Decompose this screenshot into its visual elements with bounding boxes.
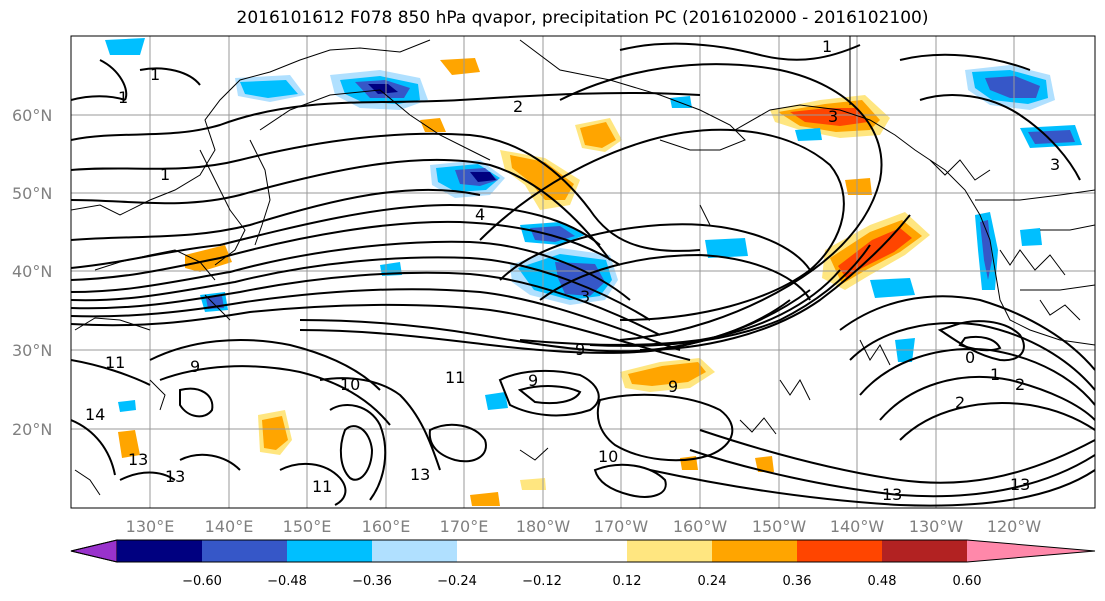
colorbar-segment	[882, 540, 967, 562]
contour-label: 13	[128, 450, 148, 469]
thin-contours	[519, 159, 1081, 461]
map-frame	[70, 35, 1096, 509]
coastlines	[71, 36, 1095, 496]
contour-label: 1	[150, 65, 160, 84]
colorbar-segment	[712, 540, 797, 562]
contour-label: 11	[105, 353, 125, 372]
latitude-label: 40°N	[12, 262, 52, 281]
colorbar-tick: −0.12	[522, 574, 562, 589]
colorbar-segment	[542, 540, 627, 562]
latitude-label: 60°N	[12, 106, 52, 125]
contour-labels: 1 1 1 1 2 3 3 4 9 9 9 10 10 11 11 11 13 …	[85, 37, 1060, 504]
height-contours	[71, 42, 1095, 507]
contour-label: 13	[410, 465, 430, 484]
contour-label: 2	[513, 97, 523, 116]
colorbar-segment	[372, 540, 457, 562]
contour-label: 10	[598, 447, 618, 466]
colorbar-segment	[202, 540, 287, 562]
contour-label: 9	[190, 357, 200, 376]
contour-label: 1	[822, 37, 832, 56]
contour-label: 1	[160, 165, 170, 184]
contour-label: 1	[118, 88, 128, 107]
colorbar-tick: 0.48	[868, 574, 897, 589]
contour-label: 11	[445, 368, 465, 387]
colorbar-segment	[117, 540, 202, 562]
colorbar: −0.60 −0.48 −0.36 −0.24 −0.12 0.12 0.24 …	[70, 539, 1096, 589]
longitude-label: 170°W	[594, 517, 649, 536]
latitude-labels: 60°N 50°N 40°N 30°N 20°N	[12, 106, 52, 439]
contour-label: 13	[1010, 475, 1030, 494]
colorbar-tick: 0.12	[613, 574, 642, 589]
contour-label: 1	[990, 365, 1000, 384]
longitude-label: 130°E	[126, 517, 175, 536]
contour-label: 14	[85, 405, 105, 424]
contour-label: 3	[1050, 155, 1060, 174]
contour-label: 13	[165, 467, 185, 486]
longitude-labels: 130°E 140°E 150°E 160°E 170°E 180°W 170°…	[126, 517, 1042, 536]
colorbar-tick: −0.48	[267, 574, 307, 589]
contour-label: 9	[528, 371, 538, 390]
colorbar-tick: 0.36	[783, 574, 812, 589]
longitude-label: 140°E	[205, 517, 254, 536]
colorbar-tick: −0.36	[352, 574, 392, 589]
longitude-label: 160°W	[673, 517, 728, 536]
contour-label: 9	[668, 377, 678, 396]
contour-label: 0	[965, 348, 975, 367]
colorbar-segment	[797, 540, 882, 562]
contour-label: 13	[882, 485, 902, 504]
contour-label: 2	[955, 393, 965, 412]
contour-label: 3	[580, 287, 590, 306]
contour-label: 2	[1015, 375, 1025, 394]
contour-label: 11	[312, 477, 332, 496]
colorbar-max-extension	[967, 540, 1095, 562]
latitude-label: 30°N	[12, 341, 52, 360]
longitude-label: 140°W	[830, 517, 885, 536]
longitude-label: 180°W	[516, 517, 571, 536]
contour-label: 9	[575, 340, 585, 359]
longitude-label: 170°E	[440, 517, 489, 536]
longitude-label: 150°W	[752, 517, 807, 536]
colorbar-min-extension	[70, 539, 118, 563]
contour-label: 3	[828, 107, 838, 126]
colorbar-tick: 0.60	[953, 574, 982, 589]
contour-label: 10	[340, 375, 360, 394]
longitude-label: 150°E	[283, 517, 332, 536]
latitude-label: 50°N	[12, 184, 52, 203]
colorbar-tick: −0.60	[182, 574, 222, 589]
colorbar-segment	[627, 540, 712, 562]
colorbar-segment	[287, 540, 372, 562]
colorbar-tick: 0.24	[698, 574, 727, 589]
map-title: 2016101612 F078 850 hPa qvapor, precipit…	[236, 8, 929, 28]
longitude-label: 130°W	[909, 517, 964, 536]
contour-label: 4	[475, 205, 485, 224]
longitude-label: 160°E	[362, 517, 411, 536]
latitude-label: 20°N	[12, 420, 52, 439]
colorbar-segment	[457, 540, 542, 562]
longitude-label: 120°W	[987, 517, 1042, 536]
colorbar-tick: −0.24	[437, 574, 477, 589]
